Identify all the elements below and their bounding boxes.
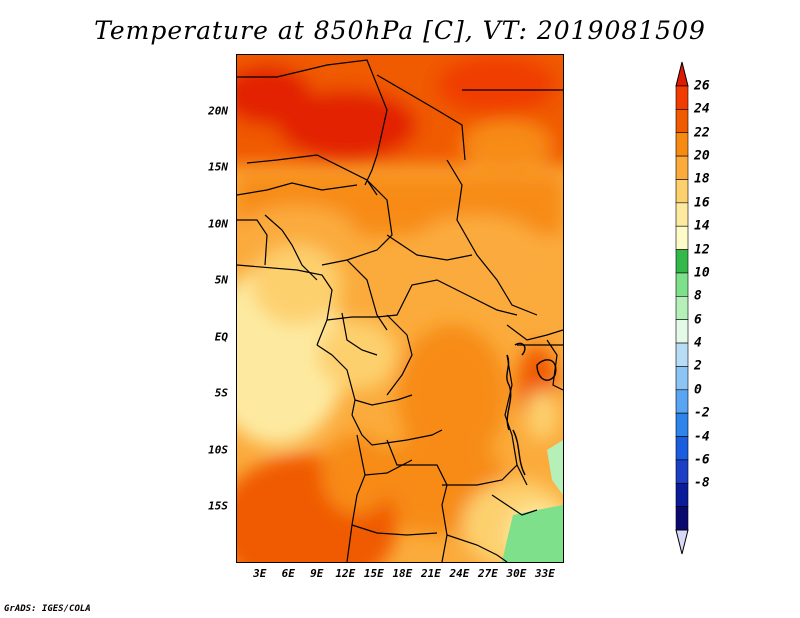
credit-text: GrADS: IGES/COLA — [4, 604, 91, 614]
colorbar-segment — [675, 202, 689, 227]
latitude-label: 20N — [208, 104, 228, 118]
colorbar-segment — [675, 109, 689, 134]
longitude-label: 21E — [420, 567, 441, 580]
colorbar-segment — [675, 412, 689, 437]
colorbar-label: 2 — [694, 358, 702, 374]
colorbar-segment — [675, 459, 689, 484]
colorbar-segment — [675, 296, 689, 320]
colorbar-label: 6 — [694, 312, 702, 328]
longitude-label: 30E — [506, 567, 527, 580]
latitude-label: 15N — [208, 160, 228, 174]
colorbar-label: 8 — [694, 288, 702, 304]
colorbar-label: 20 — [694, 148, 710, 164]
colorbar-segment — [675, 225, 689, 250]
colorbar-top-arrow — [675, 61, 689, 87]
colorbar-label: 14 — [694, 218, 710, 234]
colorbar-label: -8 — [694, 475, 710, 491]
colorbar-label: 16 — [694, 195, 710, 211]
colorbar-segment — [675, 85, 689, 110]
cool-zone-east — [547, 440, 563, 495]
longitude-label: 9E — [310, 567, 324, 580]
longitude-label: 3E — [253, 567, 267, 580]
temperature-field — [237, 55, 563, 562]
colorbar-bottom-arrow — [675, 529, 689, 555]
longitude-label: 15E — [363, 567, 384, 580]
colorbar-segment — [675, 506, 689, 531]
colorbar-label: -4 — [694, 429, 710, 445]
latitude-label: 15S — [208, 499, 228, 513]
colorbar-label: -6 — [694, 452, 710, 468]
colorbar-label: 24 — [694, 101, 710, 117]
colorbar-label: 10 — [694, 265, 710, 281]
colorbar-label: 26 — [694, 78, 710, 94]
colorbar-segment — [675, 366, 689, 391]
colorbar-segment — [675, 249, 689, 274]
colorbar-label: 12 — [694, 242, 710, 258]
longitude-label: 18E — [392, 567, 413, 580]
map-title: Temperature at 850hPa [C], VT: 201908150… — [94, 16, 706, 45]
colorbar-label: -2 — [694, 405, 710, 421]
longitude-label: 27E — [478, 567, 498, 580]
latitude-label: 5S — [214, 386, 228, 400]
temperature-map — [236, 54, 564, 563]
lakes — [506, 342, 557, 476]
colorbar-segment — [675, 482, 689, 507]
colorbar-segment — [675, 342, 689, 367]
boundaries — [237, 59, 563, 562]
colorbar-segment — [675, 179, 689, 204]
latitude-label: EQ — [214, 330, 228, 344]
colorbar-segment — [675, 132, 689, 157]
longitude-label: 33E — [535, 567, 555, 580]
colorbar-segment — [675, 272, 689, 297]
longitude-label: 6E — [281, 567, 295, 580]
colorbar-segment — [675, 436, 689, 461]
longitude-label: 12E — [335, 567, 356, 580]
latitude-label: 10N — [208, 217, 228, 231]
latitude-label: 5N — [214, 273, 228, 287]
colorbar-segment — [675, 155, 689, 180]
map-canvas — [237, 55, 563, 562]
longitude-label: 24E — [449, 567, 470, 580]
colorbar-label: 0 — [694, 382, 702, 398]
colorbar-label: 18 — [694, 171, 710, 187]
colorbar-label: 4 — [694, 335, 702, 351]
latitude-label: 10S — [208, 443, 228, 457]
colorbar-label: 22 — [694, 125, 710, 141]
cool-zone-se — [502, 505, 563, 562]
colorbar-segment — [675, 319, 689, 344]
colorbar-segment — [675, 389, 689, 414]
